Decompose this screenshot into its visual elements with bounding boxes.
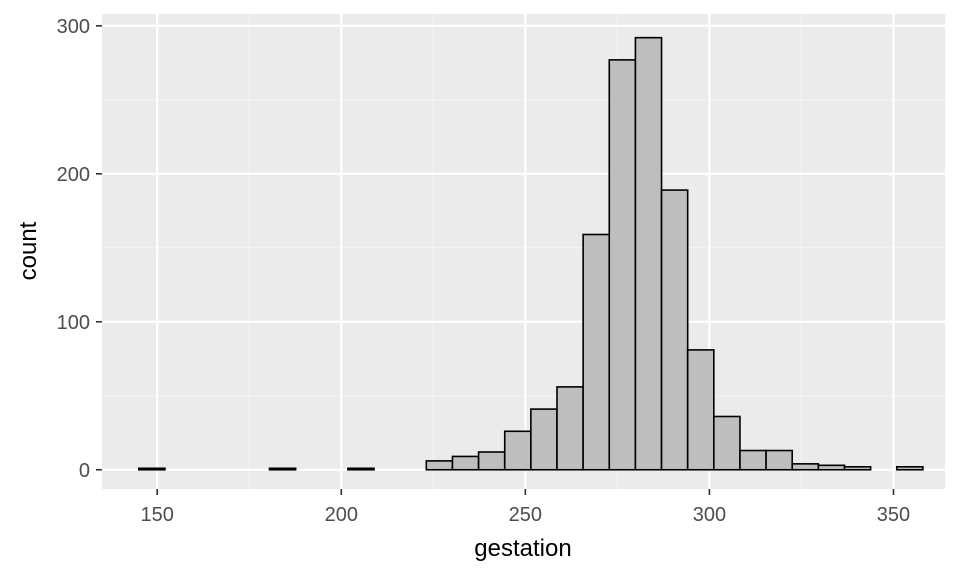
x-tick-label: 200: [325, 504, 358, 526]
histogram-bar: [634, 36, 663, 471]
histogram-bar: [268, 467, 297, 471]
y-axis: 0 100 200 300: [57, 16, 102, 482]
plot-panel: [102, 14, 945, 489]
histogram-bar: [138, 467, 166, 471]
x-tick-label: 150: [141, 504, 174, 526]
histogram-bars: [138, 36, 924, 471]
y-axis-title: count: [15, 221, 42, 280]
histogram-bar: [895, 466, 924, 471]
histogram-bar: [660, 189, 689, 471]
histogram-bar: [713, 415, 741, 471]
histogram-bar: [765, 449, 794, 471]
x-axis: 150 200 250 300 350: [141, 489, 910, 526]
histogram-bar: [503, 430, 532, 471]
y-tick-label: 200: [57, 164, 90, 186]
histogram-bar: [817, 464, 846, 471]
histogram-bar: [582, 233, 611, 471]
histogram-bar: [477, 451, 506, 471]
histogram-bar: [686, 349, 715, 471]
histogram-bar: [530, 408, 558, 471]
x-tick-label: 250: [509, 504, 542, 526]
y-tick-label: 0: [79, 460, 90, 482]
histogram-bar: [556, 386, 584, 471]
histogram-bar: [791, 463, 820, 471]
histogram-bar: [425, 460, 454, 471]
histogram-bar: [347, 467, 375, 471]
histogram-bar: [608, 59, 637, 471]
histogram-bar: [451, 455, 480, 471]
histogram-bar: [739, 449, 767, 471]
x-tick-label: 350: [877, 504, 910, 526]
x-tick-label: 300: [693, 504, 726, 526]
y-tick-label: 300: [57, 16, 90, 38]
x-axis-title: gestation: [474, 535, 571, 562]
y-tick-label: 100: [57, 312, 90, 334]
histogram-bar: [843, 466, 872, 471]
